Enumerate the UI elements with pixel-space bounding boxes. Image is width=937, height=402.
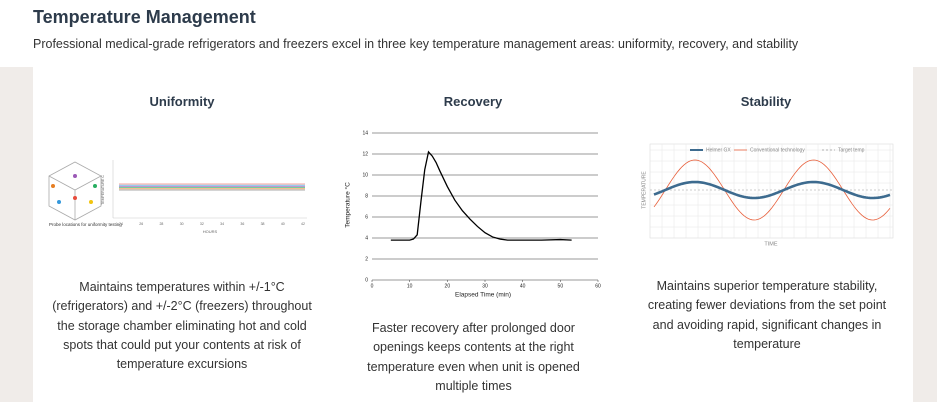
x-tick-label: 60 xyxy=(595,283,601,289)
section-description: Faster recovery after prolonged door ope… xyxy=(367,321,580,393)
figure-caption: Probe locations for uniformity testing xyxy=(49,222,122,227)
x-tick-label: 40 xyxy=(281,222,285,226)
x-tick-label: 28 xyxy=(159,222,163,226)
x-axis-label: TIME xyxy=(764,241,777,247)
legend-label: Target temp xyxy=(838,147,865,153)
section-description: Maintains temperatures within +/-1°C (re… xyxy=(52,280,312,372)
x-axis-label: Elapsed Time (min) xyxy=(455,292,511,299)
y-tick-label: 12 xyxy=(362,151,368,157)
x-tick-label: 26 xyxy=(139,222,143,226)
x-tick-label: 38 xyxy=(261,222,265,226)
illustration-curve xyxy=(653,159,891,221)
y-axis-label: Temperature °C xyxy=(344,182,352,228)
y-tick-label: 14 xyxy=(362,130,368,136)
section-heading: Recovery xyxy=(443,94,503,109)
x-tick-label: 20 xyxy=(445,283,451,289)
x-tick-label: 32 xyxy=(200,222,204,226)
x-tick-label: 50 xyxy=(558,283,564,289)
section-description: Maintains superior temperature stability… xyxy=(647,279,887,351)
y-tick-label: 6 xyxy=(365,214,368,220)
x-tick-label: 40 xyxy=(520,283,526,289)
y-axis-label: TEMPERATURE xyxy=(641,171,647,209)
y-tick-label: 10 xyxy=(362,172,368,178)
x-tick-label: 30 xyxy=(180,222,184,226)
x-tick-label: 24 xyxy=(119,222,123,226)
recovery-chart: Temperature °C Elapsed Time (min) 0 2 4 6 8 1… xyxy=(344,130,601,299)
legend-label: Helmer GX xyxy=(706,147,731,153)
x-axis-label: HOURS xyxy=(203,229,218,234)
x-tick-label: 36 xyxy=(240,222,244,226)
legend-label: Conventional technology xyxy=(750,147,805,153)
section-heading: Uniformity xyxy=(149,94,215,109)
stability-figure: TEMPERATURE TIME Helmer GX Conventional t… xyxy=(641,143,894,247)
x-tick-label: 42 xyxy=(301,222,305,226)
y-tick-label: 8 xyxy=(365,193,368,199)
section-heading: Stability xyxy=(740,94,792,109)
x-tick-label: 34 xyxy=(220,222,224,226)
x-tick-label: 0 xyxy=(371,283,374,289)
illustration-curve xyxy=(653,180,891,200)
y-tick-label: 2 xyxy=(365,256,368,262)
y-axis-label: TEMPERATURE C xyxy=(101,175,105,205)
x-tick-label: 10 xyxy=(407,283,413,289)
x-tick-label: 30 xyxy=(482,283,488,289)
page-subtitle: Professional medical-grade refrigerators… xyxy=(33,37,799,51)
uniformity-figure: Probe locations for uniformity testing T… xyxy=(48,160,307,234)
y-tick-label: 0 xyxy=(365,277,368,283)
page-title: Temperature Management xyxy=(33,7,256,27)
data-line xyxy=(390,150,572,241)
y-tick-label: 4 xyxy=(365,235,368,241)
